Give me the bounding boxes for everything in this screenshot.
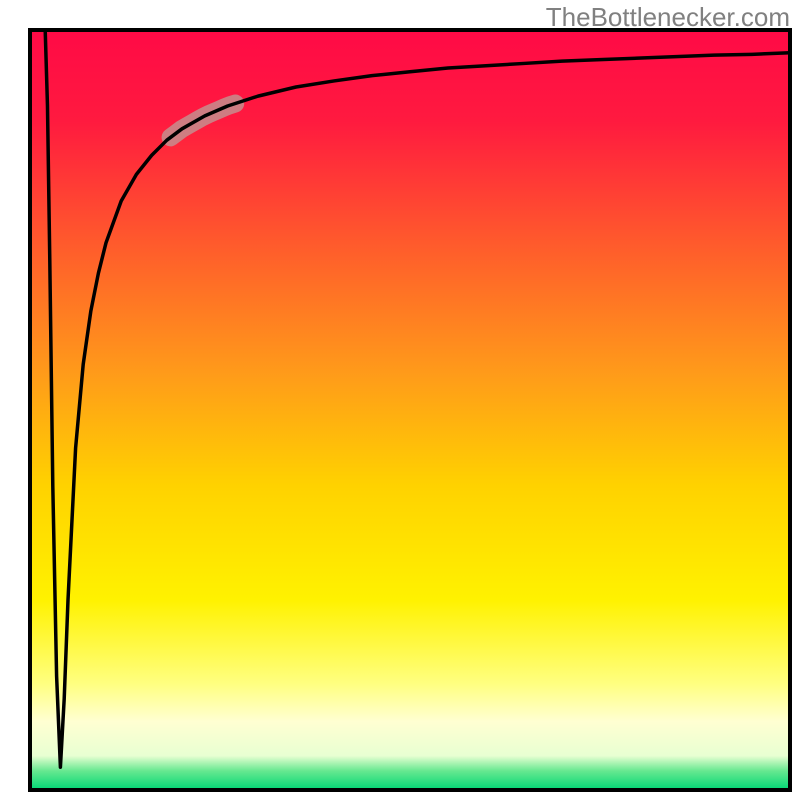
chart-canvas	[0, 0, 800, 800]
chart-root: TheBottlenecker.com	[0, 0, 800, 800]
plot-background	[30, 30, 790, 790]
watermark-text: TheBottlenecker.com	[546, 2, 790, 33]
